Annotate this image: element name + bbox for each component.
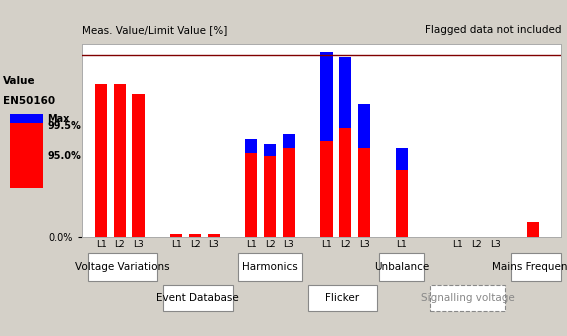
Bar <box>245 153 257 237</box>
Bar <box>245 139 257 153</box>
Text: Signalling voltage: Signalling voltage <box>421 293 514 303</box>
Text: Mains Frequency: Mains Frequency <box>492 262 567 272</box>
Bar <box>339 128 352 237</box>
Text: Unbalance: Unbalance <box>374 262 429 272</box>
Text: EN50160: EN50160 <box>3 96 55 106</box>
Bar <box>358 104 370 148</box>
Text: 99.5%: 99.5% <box>47 121 81 131</box>
Text: Flagged data not included: Flagged data not included <box>425 25 561 35</box>
Bar <box>320 141 333 237</box>
Bar <box>95 84 107 237</box>
Bar <box>208 235 220 237</box>
Bar <box>170 235 182 237</box>
Text: Voltage Variations: Voltage Variations <box>75 262 170 272</box>
Bar <box>396 170 408 237</box>
Bar <box>320 52 333 141</box>
Bar <box>264 156 276 237</box>
Bar <box>283 134 295 148</box>
Text: Event Database: Event Database <box>156 293 239 303</box>
Text: Flicker: Flicker <box>325 293 359 303</box>
Bar <box>283 148 295 237</box>
Text: Max: Max <box>47 114 69 124</box>
Text: 95.0%: 95.0% <box>47 151 81 161</box>
Bar <box>264 144 276 156</box>
Bar <box>396 148 408 170</box>
Bar <box>339 57 352 128</box>
Text: Meas. Value/Limit Value [%]: Meas. Value/Limit Value [%] <box>82 25 227 35</box>
Text: Harmonics: Harmonics <box>242 262 298 272</box>
Text: Value: Value <box>3 76 36 86</box>
Bar <box>189 235 201 237</box>
Bar <box>527 222 539 237</box>
Bar <box>133 94 145 237</box>
Bar <box>114 84 126 237</box>
Bar <box>358 148 370 237</box>
